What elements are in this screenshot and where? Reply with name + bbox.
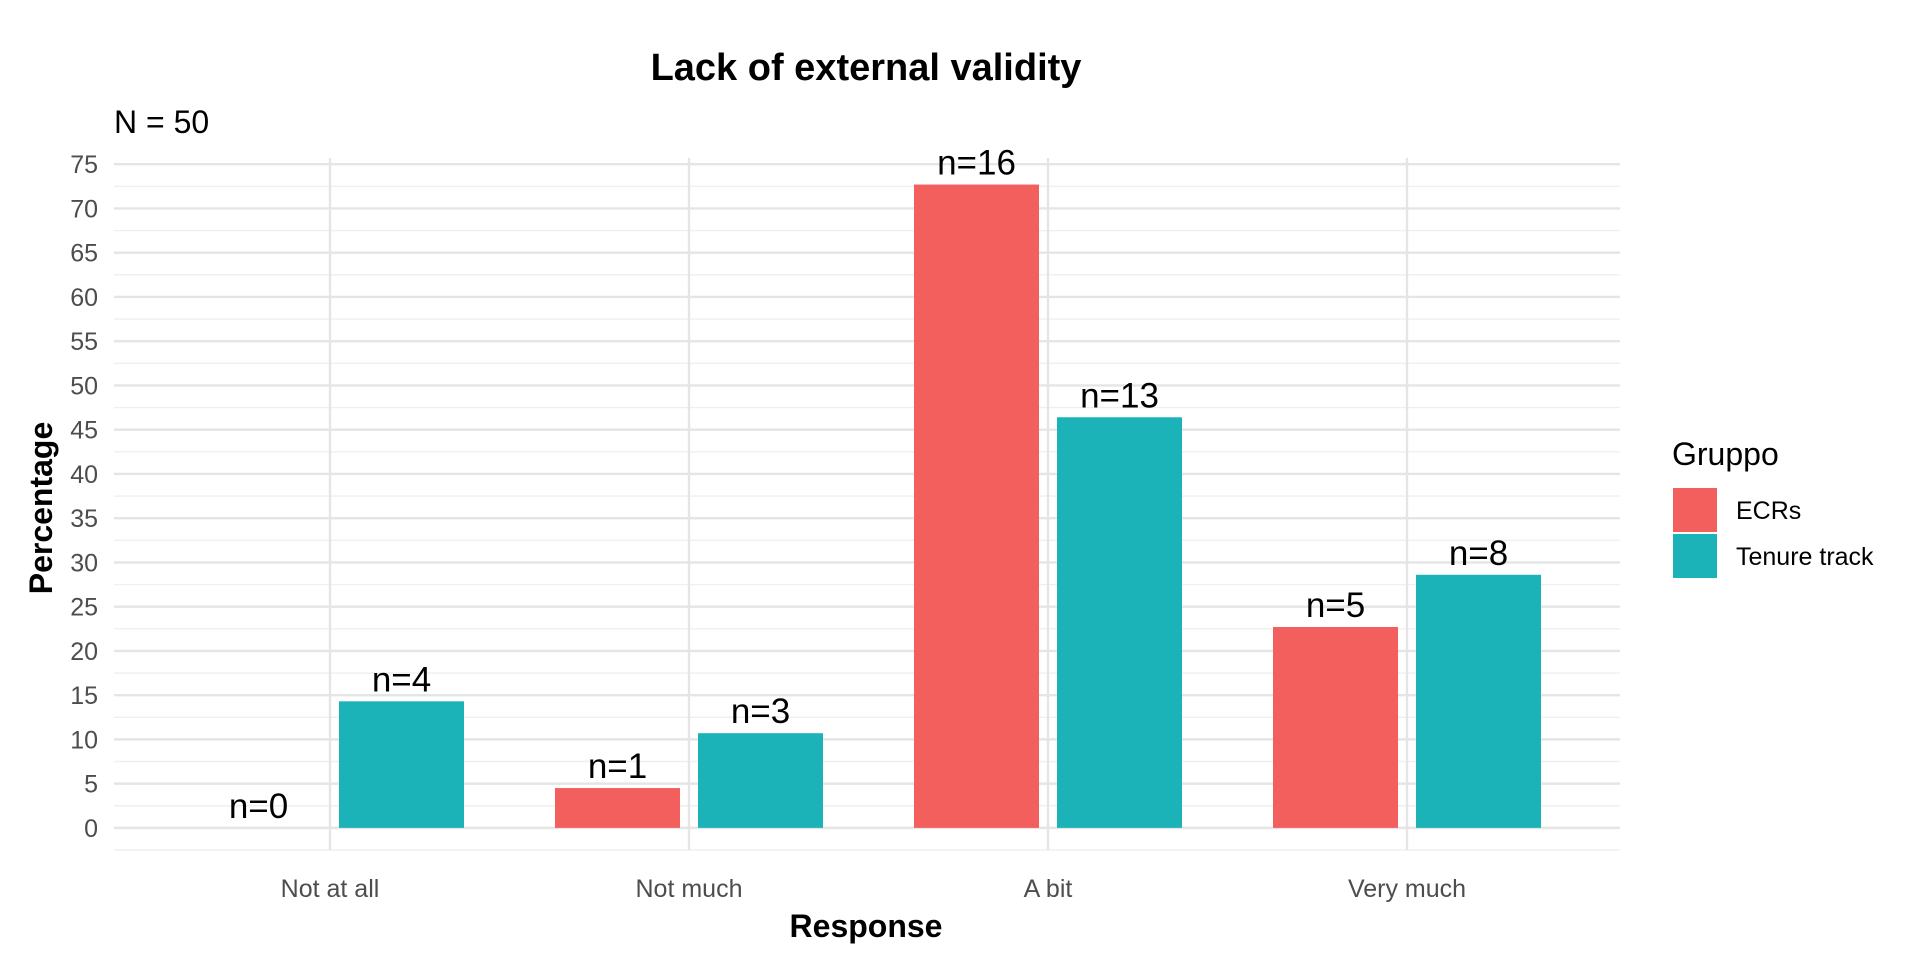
bar-count-label: n=1	[588, 747, 647, 786]
bar-count-label: n=3	[731, 692, 790, 731]
y-tick-label: 30	[70, 549, 98, 577]
x-tick-label: Not much	[636, 875, 743, 903]
bar-tenure-track	[1416, 574, 1541, 828]
y-tick-label: 20	[70, 638, 98, 666]
bar-ecrs	[914, 184, 1039, 828]
y-tick-label: 10	[70, 726, 98, 754]
chart-title: Lack of external validity	[651, 47, 1082, 89]
bar-count-label: n=5	[1306, 586, 1365, 625]
y-tick-label: 45	[70, 417, 98, 445]
legend: Gruppo ECRs Tenure track	[1672, 436, 1874, 578]
y-tick-label: 25	[70, 594, 98, 622]
y-tick-label: 40	[70, 461, 98, 489]
y-tick-label: 50	[70, 372, 98, 400]
bar-ecrs	[1273, 627, 1398, 828]
x-tick-label: Not at all	[281, 875, 380, 903]
chart-subtitle: N = 50	[114, 104, 209, 140]
legend-swatch-ecrs	[1673, 488, 1717, 532]
grid	[114, 158, 1620, 851]
bar-count-label: n=8	[1449, 534, 1508, 573]
y-tick-label: 60	[70, 284, 98, 312]
bar-labels: n=0 n=1 n=16 n=5 n=4 n=3 n=13 n=8	[229, 144, 1508, 826]
bar-count-label: n=4	[372, 660, 431, 699]
x-axis-title: Response	[790, 908, 943, 944]
legend-title: Gruppo	[1672, 436, 1779, 472]
y-tick-label: 15	[70, 682, 98, 710]
bar-count-label: n=16	[937, 144, 1016, 183]
x-tick-label: A bit	[1024, 875, 1073, 903]
bar-ecrs	[555, 788, 680, 828]
x-axis-ticks: Not at all Not much A bit Very much	[281, 875, 1466, 903]
bar-count-label: n=13	[1080, 376, 1159, 415]
legend-swatch-tenure-track	[1673, 534, 1717, 578]
y-tick-label: 55	[70, 328, 98, 356]
bar-count-label: n=0	[229, 787, 288, 826]
y-tick-label: 70	[70, 195, 98, 223]
y-tick-label: 75	[70, 151, 98, 179]
y-axis-title: Percentage	[23, 422, 59, 595]
bar-tenure-track	[339, 701, 464, 828]
y-tick-label: 0	[84, 815, 98, 843]
bar-tenure-track	[698, 733, 823, 828]
y-tick-label: 65	[70, 240, 98, 268]
x-tick-label: Very much	[1348, 875, 1466, 903]
y-tick-label: 35	[70, 505, 98, 533]
y-axis-ticks: 0 5 10 15 20 25 30 35 40 45 50 55 60 65 70 75	[70, 151, 98, 843]
bar-tenure-track	[1057, 417, 1182, 828]
bars	[339, 184, 1541, 828]
legend-label-tenure-track: Tenure track	[1736, 543, 1874, 571]
legend-label-ecrs: ECRs	[1736, 497, 1801, 525]
y-tick-label: 5	[84, 771, 98, 799]
